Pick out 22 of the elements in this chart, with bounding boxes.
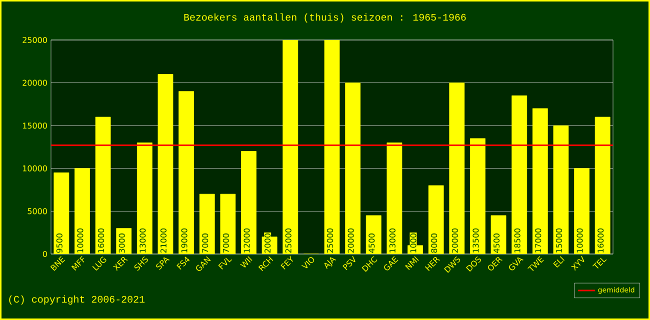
bar — [345, 82, 361, 254]
bar — [178, 91, 194, 254]
bar — [553, 125, 569, 254]
bar — [54, 172, 70, 254]
bar — [532, 108, 548, 254]
bar — [470, 138, 486, 254]
bar — [136, 142, 152, 254]
bar — [74, 168, 90, 254]
bar — [428, 185, 444, 254]
bar — [324, 40, 340, 254]
bar — [512, 95, 528, 254]
bar — [241, 151, 256, 254]
bar — [220, 194, 236, 254]
bar — [449, 82, 465, 254]
bar — [95, 116, 111, 254]
text: (C) copyright 2006-2021 — [9, 295, 145, 305]
bar — [158, 74, 174, 254]
bar — [574, 168, 590, 254]
bar — [594, 116, 610, 254]
bar — [386, 142, 402, 254]
chart-title: Bezoekers aantallen (thuis) seizoen : 1965-1966 — [184, 13, 466, 23]
bar — [282, 40, 298, 254]
